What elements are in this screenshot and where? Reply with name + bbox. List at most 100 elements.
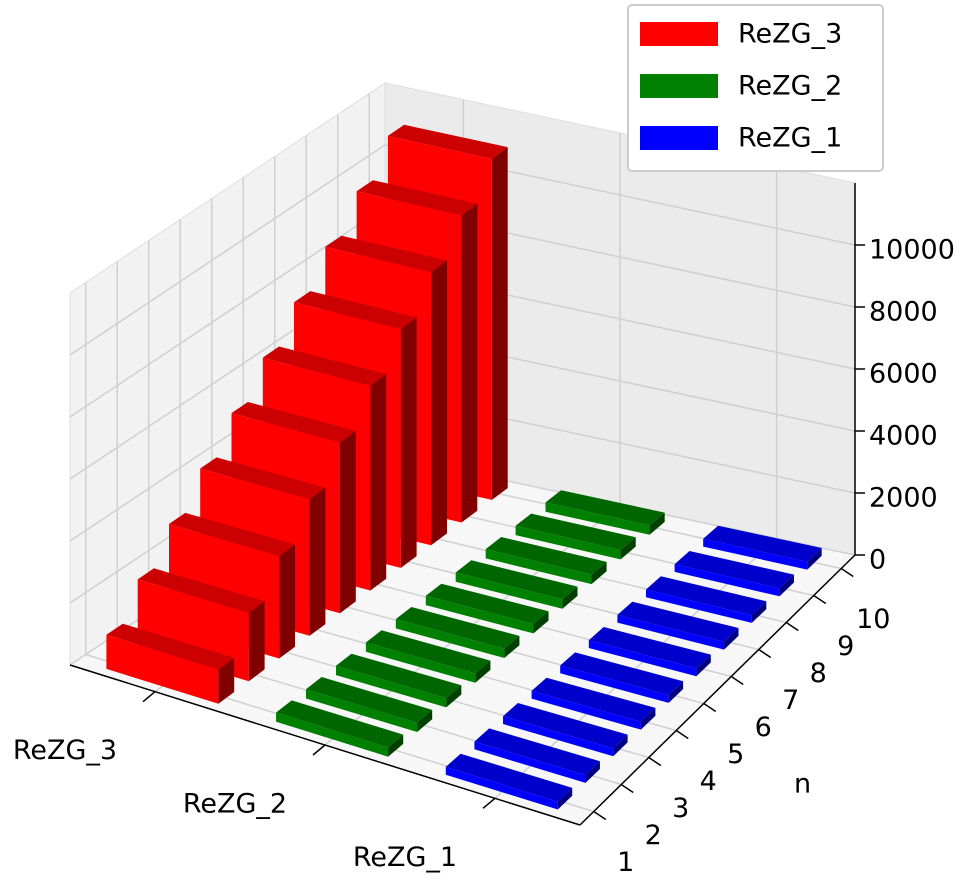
bar-top [169, 512, 295, 557]
bar [515, 513, 636, 560]
bar-top [560, 652, 684, 696]
bar-side [640, 707, 656, 730]
bar-side [340, 430, 356, 614]
bar-top [137, 568, 265, 613]
y-tick [758, 648, 772, 659]
bar-side [431, 260, 447, 546]
bar-top [445, 753, 573, 802]
bar-front [425, 595, 534, 634]
bar-top [703, 525, 822, 562]
bar-top [356, 180, 478, 216]
z-tick-label: 8000 [869, 297, 938, 328]
legend-label: ReZG_3 [738, 19, 842, 50]
x-tick-label: ReZG_2 [183, 789, 287, 820]
bar-top [455, 560, 578, 600]
bar-top [515, 513, 636, 551]
bar-top [200, 457, 326, 500]
bar-front [588, 640, 697, 677]
bar-top [106, 623, 235, 670]
bar-side [562, 586, 578, 609]
bar-front [336, 665, 447, 708]
bar-top [262, 346, 387, 386]
bar-front [646, 589, 752, 623]
z-tick-label: 0 [869, 545, 886, 576]
bar [445, 753, 573, 810]
bar-front [395, 619, 505, 658]
legend-label: ReZG_1 [738, 123, 842, 154]
bar-side [620, 537, 636, 560]
bar-side [417, 709, 433, 732]
y-tick [730, 675, 744, 686]
bar-top [503, 703, 628, 749]
bar-side [446, 685, 462, 708]
bar-top [545, 490, 665, 526]
y-tick [675, 729, 689, 740]
bar-top [531, 677, 656, 722]
bar-side [309, 487, 326, 636]
y-tick-label: 10 [856, 604, 890, 635]
bar [703, 525, 822, 570]
bar-top [276, 700, 404, 748]
bar-side [724, 628, 739, 650]
x-tick-label: ReZG_3 [13, 735, 117, 766]
bar [545, 490, 665, 535]
y-tick-label: 1 [617, 847, 634, 878]
bar [306, 677, 433, 732]
bar-side [491, 147, 508, 500]
bar-front [445, 766, 558, 810]
legend-swatch [640, 74, 718, 98]
bar-side [779, 574, 794, 597]
bar [617, 601, 739, 650]
bar-top [325, 235, 447, 273]
y-tick-label: 3 [672, 793, 689, 824]
bar [474, 728, 600, 783]
bar-side [613, 734, 628, 757]
bar-side [475, 660, 491, 683]
bar-top [294, 291, 417, 330]
legend-swatch [640, 126, 718, 150]
bar-front [674, 564, 780, 597]
bar [365, 630, 491, 683]
bar [336, 653, 462, 708]
bar-front [503, 716, 614, 757]
bar-top [387, 124, 508, 159]
y-tick-label: 8 [810, 658, 827, 689]
legend-label: ReZG_2 [738, 71, 842, 102]
y-tick [648, 756, 662, 767]
y-tick-label: 9 [837, 631, 854, 662]
bar [455, 560, 578, 609]
y-tick [813, 594, 827, 605]
bar-side [807, 548, 822, 570]
bar-front [515, 525, 621, 560]
bar-front [474, 741, 586, 783]
bar-side [591, 561, 607, 585]
bar-top [306, 677, 433, 723]
bar-side [557, 787, 573, 810]
bar-side [461, 203, 478, 523]
bar-side [649, 512, 665, 535]
bar [674, 551, 794, 597]
x-tick [482, 797, 496, 809]
x-tick-label: ReZG_1 [353, 842, 457, 873]
bar-side [388, 734, 404, 757]
z-tick-label: 6000 [869, 359, 938, 390]
bar-top [425, 583, 549, 625]
x-tick [312, 744, 326, 756]
bar [560, 652, 684, 703]
bar-top [588, 627, 711, 669]
bar-side [248, 601, 265, 682]
bar [531, 677, 656, 730]
bar-front [545, 502, 650, 535]
y-tick-label: 7 [782, 685, 799, 716]
bar-front [306, 689, 418, 732]
z-tick-label: 10000 [869, 235, 955, 266]
bar [503, 703, 628, 757]
y-tick [703, 702, 717, 713]
bar-front [106, 634, 219, 704]
y-tick [840, 567, 854, 578]
legend-swatch [640, 22, 718, 46]
bar [425, 583, 549, 634]
bar-side [668, 681, 684, 703]
y-tick-label: 6 [755, 712, 772, 743]
